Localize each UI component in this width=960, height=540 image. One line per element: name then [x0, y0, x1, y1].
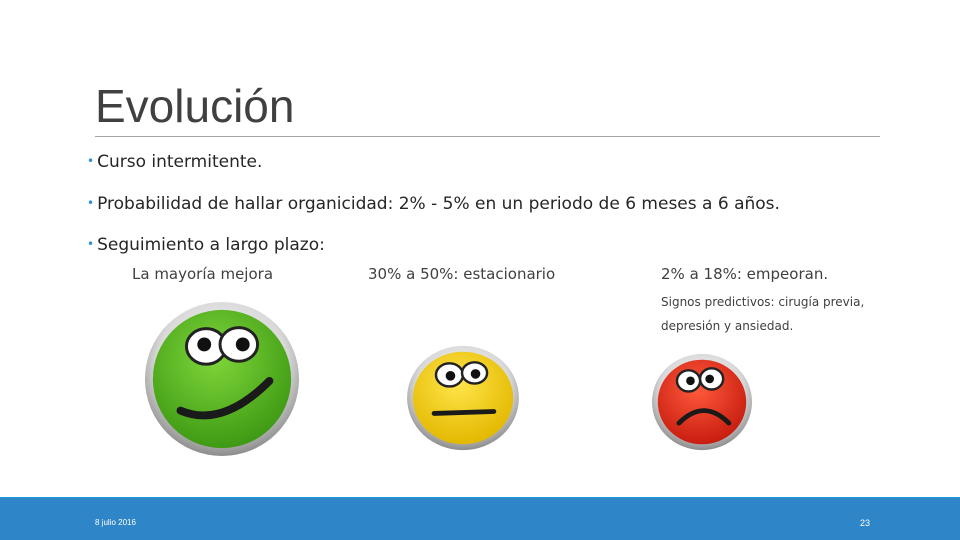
slide-number: 23 [860, 518, 871, 528]
bullet-dot-icon: • [87, 237, 95, 251]
sad-face-icon [652, 353, 752, 451]
bullet-dot-icon: • [87, 196, 95, 210]
bullet-dot-icon: • [87, 154, 95, 168]
outcome-label-worsen: 2% a 18%: empeoran. [661, 265, 829, 283]
footer-bar [0, 498, 960, 540]
bullet-text: Curso intermitente. [97, 152, 263, 172]
bullet-text: Probabilidad de hallar organicidad: 2% -… [97, 194, 780, 214]
footer-date: 8 julio 2016 [95, 518, 136, 527]
happy-face-icon [144, 301, 300, 457]
predictive-signs-note: depresión y ansiedad. [661, 319, 794, 333]
bullet-text: Seguimiento a largo plazo: [97, 235, 325, 255]
outcome-label-improve: La mayoría mejora [132, 265, 274, 283]
slide-title: Evolución [95, 80, 295, 132]
predictive-signs-note: Signos predictivos: cirugía previa, [661, 295, 865, 309]
bullet-item: • Seguimiento a largo plazo: [87, 234, 325, 257]
outcome-label-stationary: 30% a 50%: estacionario [368, 265, 556, 283]
neutral-face-icon [407, 345, 519, 451]
bullet-item: • Probabilidad de hallar organicidad: 2% … [87, 193, 780, 216]
bullet-item: • Curso intermitente. [87, 151, 262, 174]
title-divider [95, 136, 880, 137]
